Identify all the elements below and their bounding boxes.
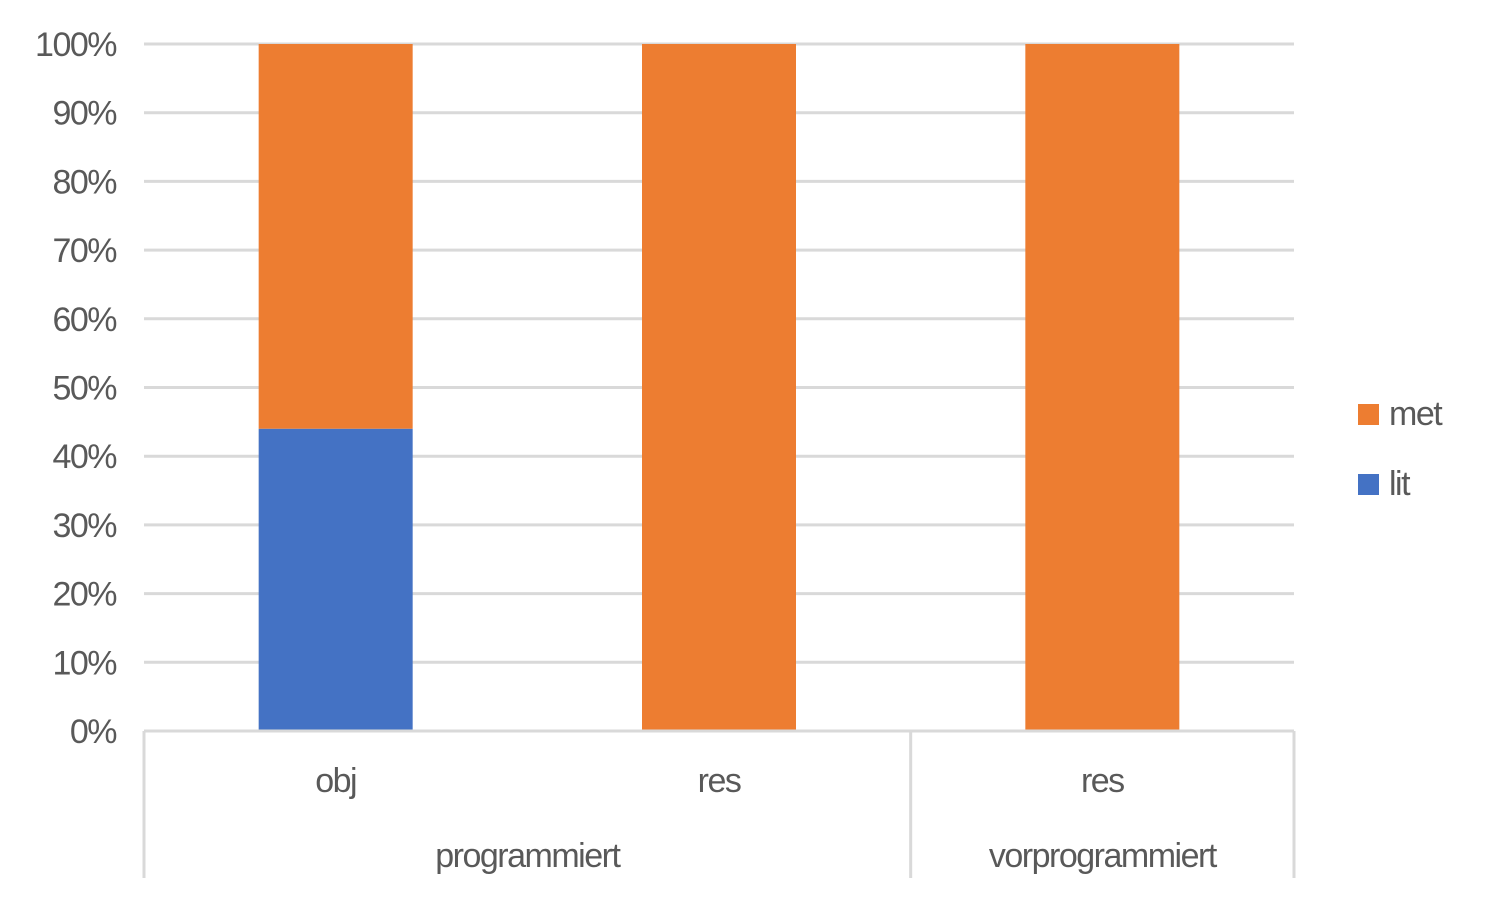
y-axis-tick-labels: 0% 10% 20% 30% 40% 50% 60% 70% 80% 90% 100% <box>35 26 119 751</box>
bar-segment-met <box>642 44 796 731</box>
y-tick-label: 80% <box>52 163 117 201</box>
x-axis-category-labels: obj res res programmiert vorprogrammiert <box>315 762 1219 875</box>
bar-segment-lit <box>258 428 413 731</box>
bar-segment-met <box>258 44 413 429</box>
legend-label-lit: lit <box>1389 465 1411 503</box>
legend-swatch-met <box>1358 404 1379 425</box>
legend-label-met: met <box>1389 395 1443 433</box>
legend-swatch-lit <box>1358 474 1379 495</box>
y-tick-label: 0% <box>70 713 117 751</box>
x-category-label: res <box>1081 762 1124 800</box>
y-tick-label: 10% <box>52 644 117 682</box>
y-tick-label: 90% <box>52 95 117 133</box>
y-tick-label: 20% <box>52 576 117 614</box>
x-group-label: programmiert <box>435 837 621 875</box>
y-tick-label: 100% <box>35 26 117 64</box>
y-tick-label: 60% <box>52 301 117 339</box>
legend: met lit <box>1358 395 1445 503</box>
y-tick-label: 30% <box>52 507 117 545</box>
x-axis <box>142 729 1296 878</box>
bar-segment-met <box>1025 44 1180 731</box>
x-category-label: res <box>698 762 741 800</box>
y-tick-label: 40% <box>52 438 117 476</box>
x-group-label: vorprogrammiert <box>989 837 1218 875</box>
y-tick-label: 70% <box>52 232 117 270</box>
x-category-label: obj <box>315 762 356 800</box>
bars <box>258 44 1180 731</box>
y-tick-label: 50% <box>52 370 117 408</box>
